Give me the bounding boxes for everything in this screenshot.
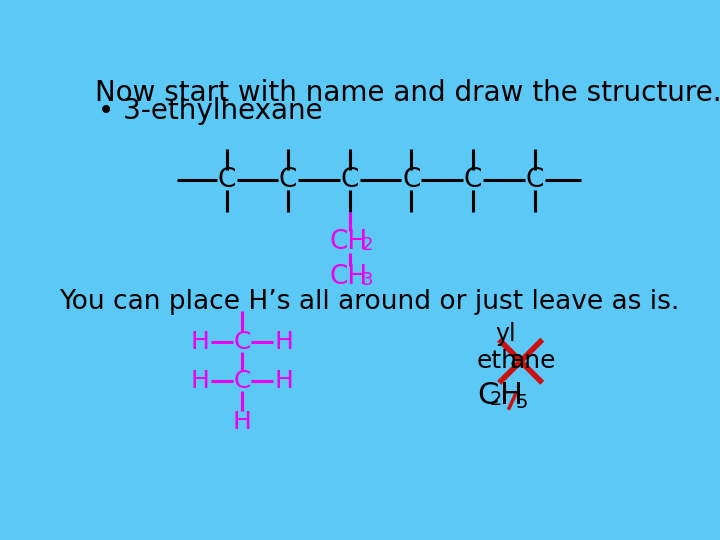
Text: C: C: [464, 167, 482, 193]
Text: Now start with name and draw the structure.: Now start with name and draw the structu…: [95, 79, 720, 107]
Text: C: C: [217, 167, 235, 193]
Text: eth: eth: [477, 349, 518, 373]
Text: 2: 2: [362, 236, 374, 254]
Text: H: H: [233, 410, 251, 434]
Text: You can place H’s all around or just leave as is.: You can place H’s all around or just lea…: [59, 289, 679, 315]
Text: C: C: [526, 167, 544, 193]
Text: yl: yl: [496, 322, 516, 346]
Text: CH: CH: [329, 264, 367, 289]
Text: C: C: [279, 167, 297, 193]
Text: H: H: [274, 368, 293, 393]
Text: C: C: [402, 167, 420, 193]
Text: H: H: [191, 368, 210, 393]
Text: 3: 3: [362, 271, 374, 288]
Text: 2: 2: [490, 390, 503, 409]
Text: ane: ane: [509, 349, 556, 373]
Text: • 3-ethylhexane: • 3-ethylhexane: [98, 97, 323, 125]
Text: C: C: [477, 381, 498, 410]
Text: C: C: [341, 167, 359, 193]
Text: C: C: [233, 368, 251, 393]
Text: 5: 5: [516, 393, 528, 411]
Text: C: C: [233, 330, 251, 354]
Text: CH: CH: [329, 229, 367, 255]
Text: H: H: [500, 381, 523, 410]
Text: H: H: [191, 330, 210, 354]
Text: H: H: [274, 330, 293, 354]
